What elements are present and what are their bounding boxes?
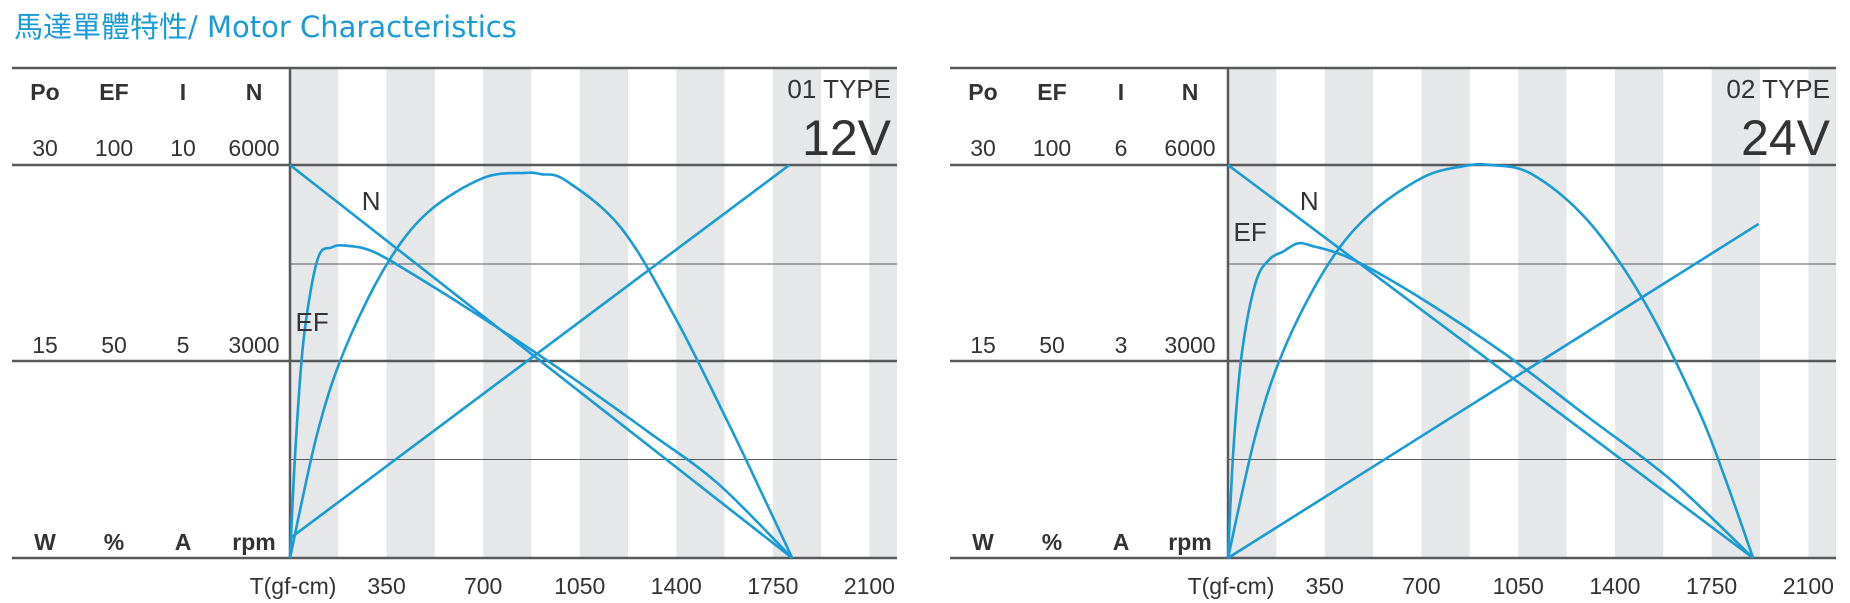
axis-unit-n: rpm [1168, 529, 1211, 555]
x-tick-label: 1050 [1493, 573, 1544, 599]
x-tick-label: 350 [367, 573, 405, 599]
axis-name-po: Po [968, 79, 997, 105]
grid-stripe [1324, 68, 1374, 558]
series-po-line [288, 171, 794, 559]
x-tick-label: 1400 [651, 573, 702, 599]
axis-mid-n: 3000 [228, 332, 279, 358]
type-label: 01 TYPE [787, 74, 891, 104]
page-title: 馬達單體特性/ Motor Characteristics [14, 10, 517, 44]
axis-mid-n: 3000 [1164, 332, 1215, 358]
series-po-line [1226, 162, 1755, 559]
axis-unit-po: W [972, 529, 994, 555]
axis-max-n: 6000 [1164, 135, 1215, 161]
voltage-label: 24V [1741, 110, 1831, 166]
axis-max-po: 30 [970, 135, 996, 161]
axis-name-n: N [1182, 79, 1199, 105]
grid-stripe [579, 68, 628, 558]
axis-unit-ef: % [1042, 529, 1062, 555]
series-ef-label: EF [296, 307, 329, 337]
series-n-label: N [362, 186, 381, 216]
chart-1: Po 30 15 W EF 100 50% I 10 5 A N 6000 3000 rpm 01 TYPE 1… [12, 66, 897, 599]
axis-name-ef: EF [1037, 79, 1066, 105]
chart-2: Po 30 15 W EF 100 50% I 6 3 A N 6000 3000 rpm 02 TYPE 24… [950, 66, 1836, 599]
grid-stripe [290, 68, 339, 558]
axis-mid-i: 3 [1115, 332, 1128, 358]
axis-unit-i: A [175, 529, 192, 555]
grid-stripe [772, 68, 822, 558]
axis-unit-n: rpm [232, 529, 275, 555]
x-tick-label: 1750 [1686, 573, 1737, 599]
axis-max-n: 6000 [228, 135, 279, 161]
type-label: 02 TYPE [1726, 74, 1830, 104]
axis-name-po: Po [30, 79, 59, 105]
series-i-line [289, 163, 791, 540]
axis-unit-i: A [1113, 529, 1130, 555]
series-ef-line [288, 243, 794, 559]
grid-stripe [483, 68, 532, 558]
axis-name-i: I [1118, 79, 1124, 105]
axis-mid-i: 5 [177, 332, 190, 358]
x-axis-label: T(gf-cm) [250, 573, 337, 599]
x-tick-label: 700 [464, 573, 502, 599]
grid-stripe [1711, 68, 1760, 558]
grid-stripe [869, 68, 897, 558]
series-i-line [1227, 222, 1760, 560]
axis-mid-po: 15 [32, 332, 58, 358]
series-ef-line [1226, 241, 1754, 559]
x-tick-label: 1050 [554, 573, 605, 599]
grid-stripe [1808, 68, 1836, 558]
axis-mid-po: 15 [970, 332, 996, 358]
axis-max-ef: 100 [1033, 135, 1071, 161]
x-tick-label: 1400 [1589, 573, 1640, 599]
x-tick-label: 2100 [1783, 573, 1834, 599]
series-n-line [289, 163, 793, 560]
axis-max-i: 10 [170, 135, 196, 161]
x-tick-label: 350 [1306, 573, 1344, 599]
x-tick-label: 700 [1402, 573, 1440, 599]
series-n-label: N [1300, 186, 1319, 216]
axis-max-i: 6 [1115, 135, 1128, 161]
voltage-label: 12V [802, 110, 892, 166]
series-ef-label: EF [1234, 217, 1267, 247]
grid-stripe [1518, 68, 1567, 558]
axis-unit-ef: % [104, 529, 124, 555]
axis-name-i: I [180, 79, 186, 105]
grid-stripe [1228, 68, 1277, 558]
grid-stripe [386, 68, 435, 558]
x-tick-label: 2100 [844, 573, 895, 599]
series-n-line [1227, 163, 1754, 560]
axis-max-ef: 100 [95, 135, 133, 161]
axis-unit-po: W [34, 529, 56, 555]
axis-mid-ef: 50 [1039, 332, 1065, 358]
axis-name-ef: EF [99, 79, 128, 105]
grid-stripe [676, 68, 725, 558]
axis-mid-ef: 50 [101, 332, 127, 358]
x-tick-label: 1750 [747, 573, 798, 599]
grid-stripe [1614, 68, 1664, 558]
axis-max-po: 30 [32, 135, 58, 161]
x-axis-label: T(gf-cm) [1188, 573, 1275, 599]
axis-name-n: N [246, 79, 263, 105]
